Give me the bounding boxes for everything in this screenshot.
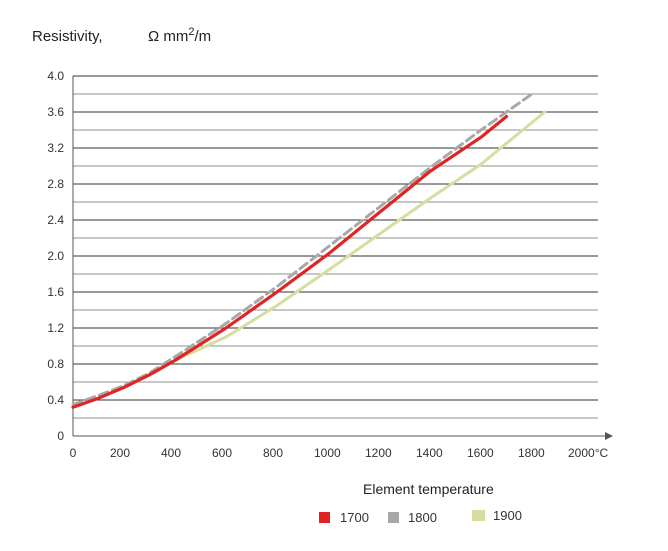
x-tick-label: 0 bbox=[70, 446, 77, 460]
legend-swatch-1700 bbox=[319, 512, 330, 523]
y-tick-label: 0.4 bbox=[47, 393, 64, 407]
x-axis-ticks: 0 200 400 600 800 1000 1200 1400 1600 1800 2000°C bbox=[70, 446, 609, 460]
y-tick-label: 0 bbox=[57, 429, 64, 443]
y-tick-label: 3.2 bbox=[47, 141, 64, 155]
series-line-1900 bbox=[173, 110, 547, 362]
y-axis-label: Resistivity, bbox=[32, 28, 103, 45]
x-tick-label: 2000°C bbox=[568, 446, 608, 460]
legend-swatch-1800 bbox=[388, 512, 399, 523]
x-tick-label: 1000 bbox=[314, 446, 341, 460]
legend: 1700 1800 1900 bbox=[319, 508, 522, 525]
y-axis-unit-exponent: 2 bbox=[188, 26, 194, 38]
legend-label-1800: 1800 bbox=[408, 510, 437, 525]
x-axis-arrow bbox=[605, 432, 613, 440]
series-line-1700 bbox=[71, 114, 509, 409]
x-tick-label: 200 bbox=[110, 446, 130, 460]
y-tick-label: 3.6 bbox=[47, 105, 64, 119]
y-tick-label: 4.0 bbox=[47, 69, 64, 83]
series-layer bbox=[71, 92, 547, 409]
x-tick-label: 1600 bbox=[467, 446, 494, 460]
y-tick-label: 2.4 bbox=[47, 213, 64, 227]
legend-label-1900: 1900 bbox=[493, 508, 522, 523]
x-tick-label: 400 bbox=[161, 446, 181, 460]
x-tick-label: 1800 bbox=[518, 446, 545, 460]
y-tick-label: 1.2 bbox=[47, 321, 64, 335]
gridlines bbox=[73, 75, 598, 419]
x-tick-label: 1400 bbox=[416, 446, 443, 460]
x-tick-label: 800 bbox=[263, 446, 283, 460]
y-tick-label: 0.8 bbox=[47, 357, 64, 371]
y-axis-unit: Ω mm2/m bbox=[148, 26, 211, 45]
y-axis-unit-base: Ω mm bbox=[148, 28, 188, 45]
y-tick-label: 2.8 bbox=[47, 177, 64, 191]
x-tick-label: 1200 bbox=[365, 446, 392, 460]
series-line-1800 bbox=[71, 92, 534, 406]
y-axis-ticks: 0 0.4 0.8 1.2 1.6 2.0 2.4 2.8 3.2 3.6 4.0 bbox=[47, 69, 64, 443]
y-axis-unit-tail: /m bbox=[195, 28, 212, 45]
legend-label-1700: 1700 bbox=[340, 510, 369, 525]
x-axis-label: Element temperature bbox=[363, 481, 494, 497]
y-tick-label: 2.0 bbox=[47, 249, 64, 263]
y-tick-label: 1.6 bbox=[47, 285, 64, 299]
x-tick-label: 600 bbox=[212, 446, 232, 460]
legend-swatch-1900 bbox=[472, 510, 485, 521]
